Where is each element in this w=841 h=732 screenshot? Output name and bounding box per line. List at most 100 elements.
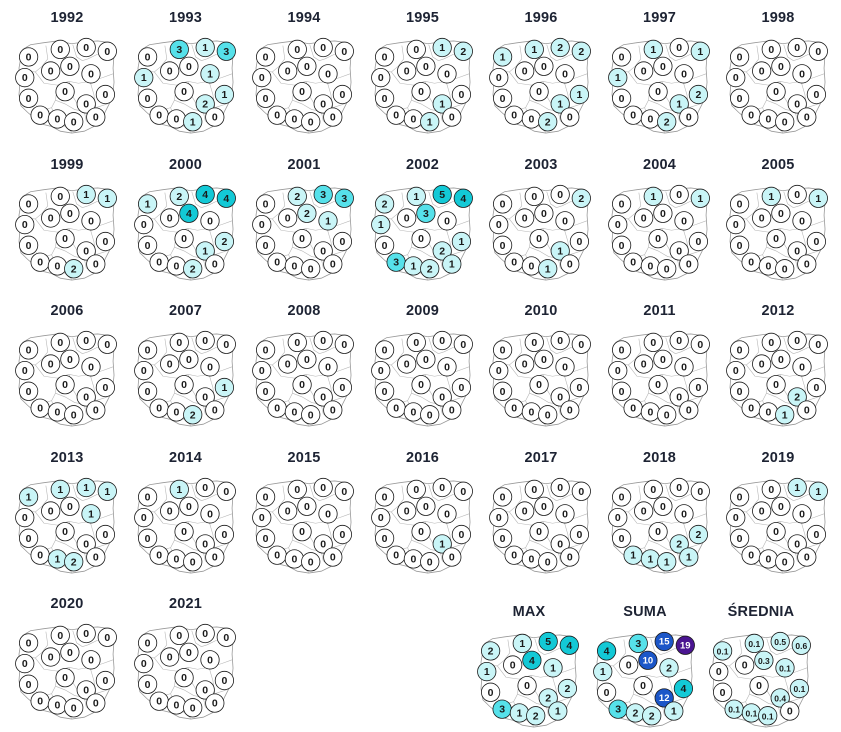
region-border [35,71,114,86]
svg-text:4: 4 [566,640,572,652]
region-marker-ld: 0 [173,82,194,102]
region-marker-sl: 0 [166,109,186,129]
svg-text:0: 0 [181,672,187,684]
svg-text:0: 0 [614,512,620,524]
svg-text:0: 0 [557,189,563,201]
region-marker-ld: 0 [647,375,668,395]
region-marker-op: 0 [623,252,643,272]
region-marker-lu: 2 [688,84,708,105]
svg-text:0: 0 [768,337,774,349]
svg-text:0: 0 [202,391,208,403]
svg-text:0: 0 [647,260,653,272]
svg-text:0: 0 [144,491,150,503]
svg-text:0: 0 [57,630,63,642]
svg-text:0: 0 [557,482,563,494]
svg-text:0: 0 [813,89,819,101]
svg-text:0: 0 [299,379,305,391]
svg-text:0: 0 [263,491,269,503]
region-marker-pm: 0 [643,332,663,352]
region-marker-wp: 0 [396,500,416,521]
svg-text:0: 0 [418,379,424,391]
svg-text:0: 0 [176,630,182,642]
svg-text:0: 0 [88,654,94,666]
svg-text:0: 0 [541,500,547,512]
svg-text:0: 0 [181,526,187,538]
region-marker-sl: 0 [166,402,186,422]
region-marker-mz: 0 [436,64,457,84]
svg-text:0: 0 [202,684,208,696]
region-marker-mp: 1 [182,112,202,132]
region-border [627,71,706,86]
region-marker-op: 0 [623,398,643,418]
svg-text:1: 1 [794,482,800,494]
svg-text:0: 0 [813,236,819,248]
region-marker-pd: 0 [216,627,236,647]
svg-text:0: 0 [54,260,60,272]
region-marker-pd: 1 [808,481,828,501]
svg-text:0: 0 [655,233,661,245]
region-marker-pd: 3 [216,41,236,61]
svg-text:0: 0 [140,219,146,231]
region-marker-zp: 0 [611,193,631,214]
svg-text:0: 0 [695,382,701,394]
svg-text:0: 0 [320,335,326,347]
region-marker-zp: 0 [493,340,513,360]
svg-text:0: 0 [663,409,669,421]
region-marker-ld: 0 [529,228,549,248]
region-marker-lb: 0 [709,661,729,682]
svg-text:0: 0 [144,344,150,356]
svg-text:0: 0 [460,485,466,497]
svg-text:0: 0 [185,61,191,73]
svg-text:0: 0 [759,359,765,371]
region-marker-wm: 5 [538,631,558,652]
svg-text:0: 0 [26,198,32,210]
svg-text:0: 0 [393,110,399,122]
svg-text:0: 0 [377,72,383,84]
region-marker-kp: 0 [60,203,80,223]
region-marker-wp: 0 [278,354,298,374]
svg-text:3: 3 [320,189,326,201]
region-marker-lu: 0 [95,524,116,544]
svg-text:0: 0 [578,485,584,497]
svg-text:0: 0 [381,344,387,356]
svg-text:1: 1 [815,192,821,204]
region-marker-pm: 0 [50,625,70,645]
region-marker-pm: 2 [287,186,307,206]
region-marker-mp: 1 [775,405,795,425]
region-border [272,71,351,86]
region-marker-pk: 0 [323,546,343,567]
region-marker-pk: 0 [797,107,817,127]
svg-text:4: 4 [202,189,208,201]
svg-text:1: 1 [697,192,703,204]
region-marker-ld: 0 [766,82,786,102]
region-marker-ld: 0 [410,375,431,395]
svg-text:1: 1 [140,72,146,84]
region-marker-lb: 0 [15,360,35,381]
year-panel-2014-title: 2014 [168,449,203,466]
region-border [272,218,351,232]
region-marker-kp: 0 [297,56,317,76]
year-panel-2002-title: 2002 [405,156,440,173]
region-marker-lu: 0 [806,231,827,251]
region-marker-mz: 1 [318,210,338,230]
region-marker-mz: 0 [81,64,101,84]
region-marker-lu: 1 [569,84,590,105]
region-marker-lb: 0 [607,214,627,234]
region-marker-mz: 2 [659,658,679,678]
svg-text:0: 0 [102,529,108,541]
region-marker-lb: 1 [370,214,390,234]
svg-text:2: 2 [564,683,570,695]
svg-text:0: 0 [576,382,582,394]
svg-text:0: 0 [511,110,517,122]
svg-text:0: 0 [528,406,534,418]
region-marker-sk: 0 [76,680,96,700]
region-marker-kp: 0 [60,642,80,662]
region-marker-zp: 0 [730,340,750,360]
svg-text:0: 0 [22,365,28,377]
region-marker-ds: 0 [137,235,157,255]
svg-text:0: 0 [626,660,632,672]
svg-text:0: 0 [567,258,573,270]
region-marker-sl: 0 [166,548,186,569]
